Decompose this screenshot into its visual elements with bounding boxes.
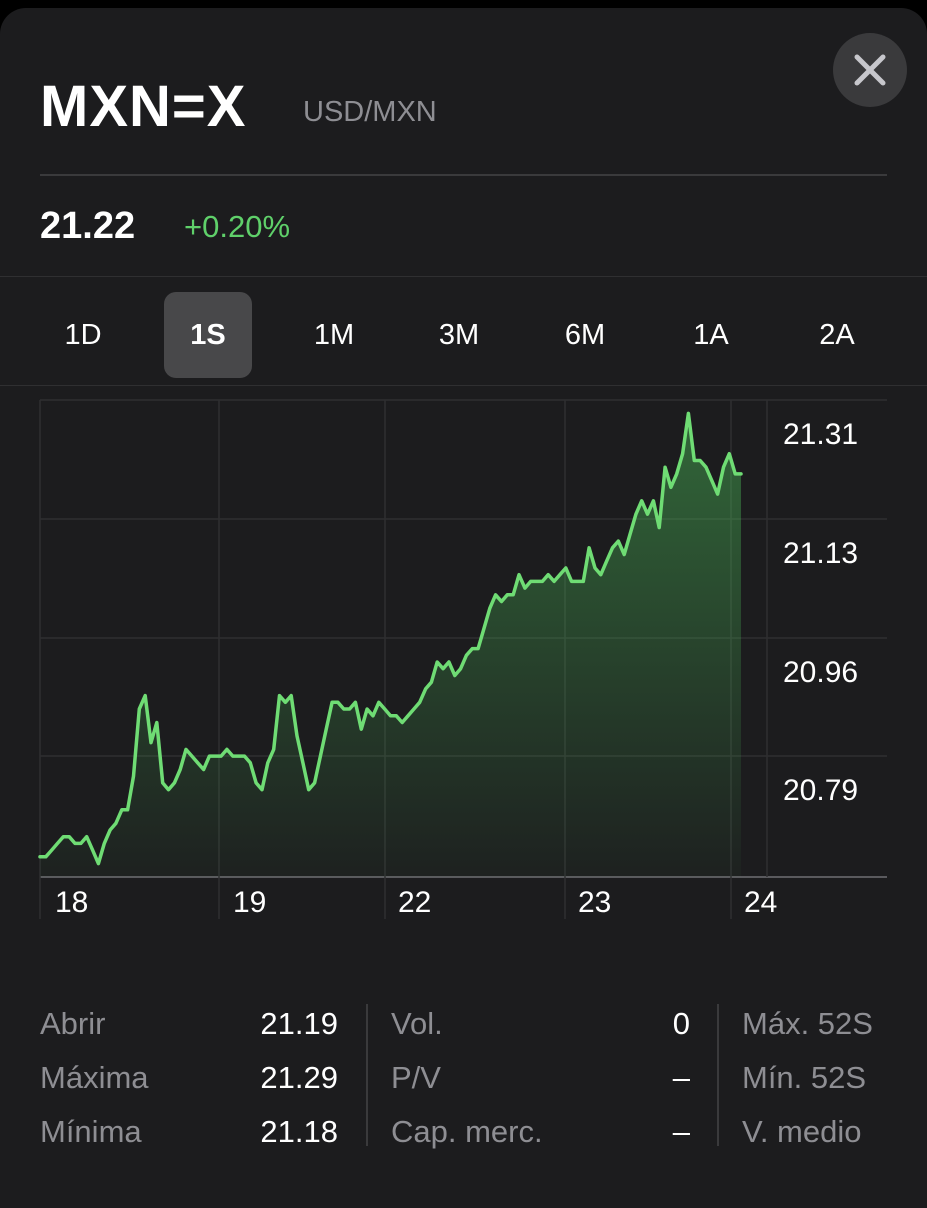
close-x-icon — [854, 54, 886, 86]
range-tab-1a[interactable]: 1A — [693, 319, 729, 351]
close-button[interactable] — [833, 33, 907, 107]
y-tick-label: 20.96 — [783, 656, 858, 689]
stock-detail-card: MXN=X USD/MXN 21.22 +0.20% 1D 1S 1M 3M 6… — [0, 8, 927, 1208]
current-price: 21.22 — [40, 205, 136, 247]
stat-label-avg-volume: V. medio — [742, 1114, 862, 1149]
range-tab-1m[interactable]: 1M — [313, 319, 355, 351]
x-tick-label: 24 — [744, 886, 777, 919]
stat-label-low: Mínima — [40, 1114, 142, 1149]
stat-label-52w-low: Mín. 52S — [742, 1060, 867, 1095]
stat-value-market-cap: – — [672, 1114, 690, 1149]
stat-label-market-cap: Cap. merc. — [391, 1114, 543, 1149]
quote-divider — [0, 276, 927, 277]
stat-value-volume: 0 — [672, 1006, 690, 1041]
stats-separator — [366, 1004, 368, 1146]
range-selector: 1D 1S 1M 3M 6M 1A 2A — [20, 286, 907, 378]
y-tick-label: 20.79 — [783, 774, 858, 807]
y-tick-label: 21.31 — [783, 418, 858, 451]
y-tick-label: 21.13 — [783, 537, 858, 570]
currency-pair: USD/MXN — [303, 96, 437, 128]
x-tick-label: 23 — [578, 886, 611, 919]
header-divider — [40, 174, 887, 176]
x-tick-label: 19 — [233, 886, 266, 919]
price-change: +0.20% — [184, 209, 291, 244]
stat-value-low: 21.18 — [260, 1114, 338, 1149]
stat-label-open: Abrir — [40, 1006, 106, 1041]
stat-label-high: Máxima — [40, 1060, 149, 1095]
stat-label-pe: P/V — [391, 1060, 441, 1095]
x-tick-label: 18 — [55, 886, 88, 919]
range-tab-2a[interactable]: 2A — [819, 319, 855, 351]
stat-value-open: 21.19 — [260, 1006, 338, 1041]
price-line — [38, 411, 743, 866]
range-tab-3m[interactable]: 3M — [438, 319, 480, 351]
stat-label-volume: Vol. — [391, 1006, 443, 1041]
ranges-divider — [0, 385, 927, 386]
stat-label-52w-high: Máx. 52S — [742, 1006, 873, 1041]
stat-value-pe: – — [672, 1060, 690, 1095]
x-tick-label: 22 — [398, 886, 431, 919]
price-chart[interactable]: 21.31 21.13 20.96 20.79 18 19 22 23 24 — [0, 392, 927, 932]
stats-separator — [717, 1004, 719, 1146]
price-area-fill — [40, 413, 741, 877]
stats-panel: Abrir 21.19 Máxima 21.29 Mínima 21.18 Vo… — [40, 1004, 927, 1164]
ticker-symbol: MXN=X — [40, 74, 247, 139]
range-tab-1s[interactable]: 1S — [164, 292, 252, 378]
range-tab-1d[interactable]: 1D — [64, 319, 102, 351]
stat-value-high: 21.29 — [260, 1060, 338, 1095]
range-tab-6m[interactable]: 6M — [564, 319, 606, 351]
